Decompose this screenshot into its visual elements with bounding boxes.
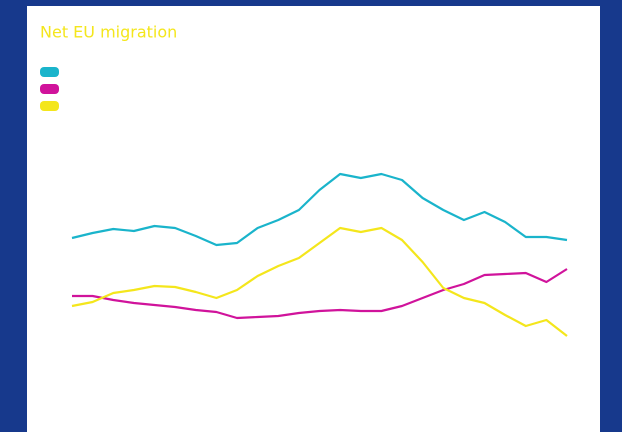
line: [71, 226, 568, 337]
legend-swatch: [40, 101, 59, 111]
line: [71, 172, 568, 247]
line: [72, 268, 568, 320]
chart-title: Net EU migration: [40, 23, 177, 42]
legend-swatch: [40, 84, 59, 94]
legend-swatch: [40, 67, 59, 77]
panel: [27, 6, 600, 432]
